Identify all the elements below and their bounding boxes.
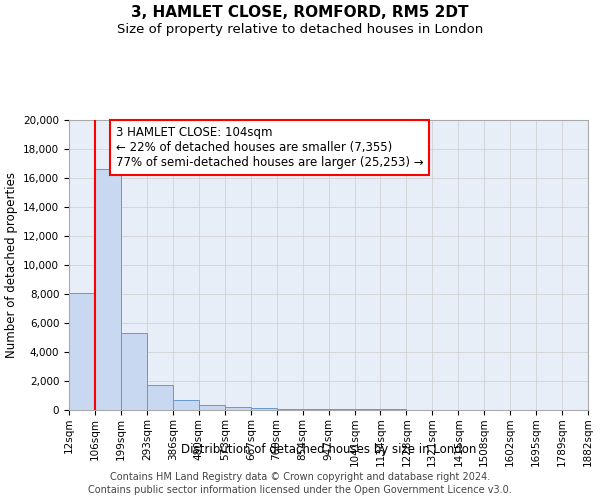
Text: Contains HM Land Registry data © Crown copyright and database right 2024.: Contains HM Land Registry data © Crown c… xyxy=(110,472,490,482)
Y-axis label: Number of detached properties: Number of detached properties xyxy=(5,172,17,358)
Text: 3 HAMLET CLOSE: 104sqm
← 22% of detached houses are smaller (7,355)
77% of semi-: 3 HAMLET CLOSE: 104sqm ← 22% of detached… xyxy=(116,126,424,169)
Bar xyxy=(121,333,147,410)
Text: Distribution of detached houses by size in London: Distribution of detached houses by size … xyxy=(181,442,476,456)
Text: 3, HAMLET CLOSE, ROMFORD, RM5 2DT: 3, HAMLET CLOSE, ROMFORD, RM5 2DT xyxy=(131,5,469,20)
Bar xyxy=(95,170,121,410)
Bar xyxy=(199,405,224,410)
Text: Contains public sector information licensed under the Open Government Licence v3: Contains public sector information licen… xyxy=(88,485,512,495)
Bar xyxy=(147,384,173,410)
Text: Size of property relative to detached houses in London: Size of property relative to detached ho… xyxy=(117,22,483,36)
Bar xyxy=(173,400,199,410)
Bar xyxy=(224,406,251,410)
Bar xyxy=(69,294,95,410)
Bar xyxy=(251,408,277,410)
Bar xyxy=(329,409,355,410)
Bar xyxy=(277,408,302,410)
Bar xyxy=(302,409,329,410)
